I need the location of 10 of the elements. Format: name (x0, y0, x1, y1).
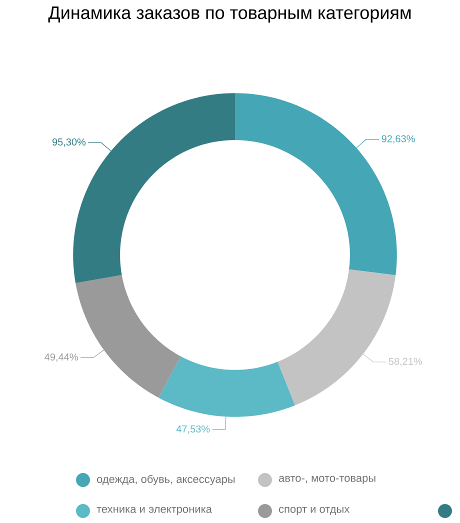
data-label: 47,53% (176, 425, 210, 434)
data-label: 58,21% (388, 358, 422, 366)
legend-label: одежда, обувь, аксессуары (96, 474, 235, 486)
legend-label: техника и электроника (96, 506, 212, 516)
data-label: 95,30% (52, 138, 86, 147)
legend-label: авто-, мото-товары (279, 476, 376, 484)
legend-label: спорт и отдых (279, 506, 350, 516)
data-label: 49,44% (44, 353, 78, 362)
chart-title: Динамика заказов по товарным категориям (48, 6, 411, 23)
data-label: 92,63% (382, 135, 415, 144)
